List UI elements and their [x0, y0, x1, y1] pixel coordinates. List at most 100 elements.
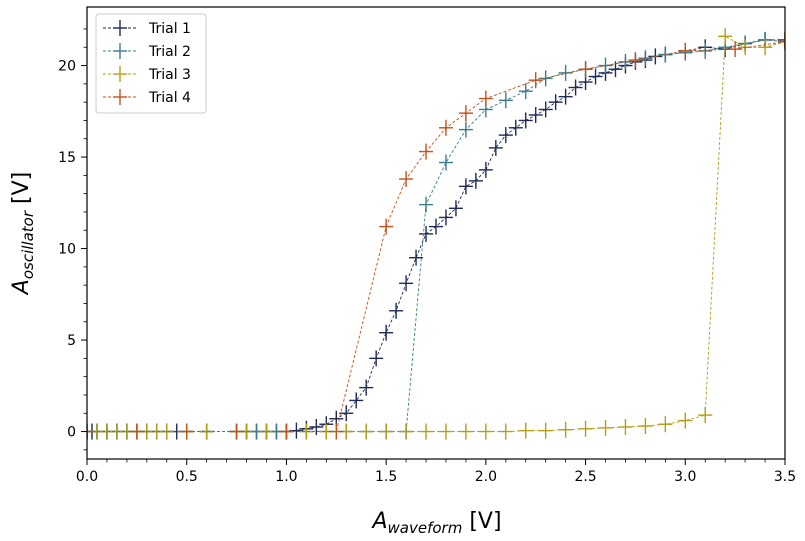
data-point	[419, 196, 434, 213]
data-point	[698, 407, 713, 424]
data-point	[458, 121, 473, 138]
y-tick-label: 10	[58, 242, 76, 258]
y-tick-label: 5	[67, 333, 76, 349]
data-point	[349, 392, 364, 409]
data-point	[578, 420, 593, 437]
y-axis-label-sub: oscillator	[19, 210, 37, 279]
data-point	[159, 423, 174, 440]
data-point	[438, 154, 453, 171]
legend-label: Trial 4	[148, 90, 191, 106]
x-axis-label-unit: [V]	[462, 509, 501, 534]
data-point	[87, 423, 94, 440]
data-point	[179, 423, 194, 440]
y-axis-ticks: 0 5 10 15 20	[58, 28, 87, 451]
data-point	[379, 423, 394, 440]
data-point	[578, 61, 593, 78]
legend-label: Trial 3	[148, 67, 191, 83]
data-point	[528, 72, 543, 89]
data-point	[658, 416, 673, 433]
data-point	[379, 218, 394, 235]
y-axis-label-main: A	[9, 279, 34, 296]
series-layer	[87, 28, 785, 440]
data-point	[399, 275, 414, 292]
data-point	[628, 52, 643, 69]
data-point	[698, 42, 713, 59]
data-point	[548, 94, 563, 111]
data-point	[409, 249, 424, 266]
data-point	[359, 379, 374, 396]
data-point	[538, 422, 553, 439]
legend-item: Trial 3	[103, 66, 191, 83]
data-point	[458, 105, 473, 122]
data-point	[588, 68, 603, 85]
data-point	[339, 405, 354, 422]
data-point	[379, 324, 394, 341]
data-point	[359, 423, 374, 440]
data-point	[558, 421, 573, 438]
data-point	[778, 33, 785, 50]
data-point	[538, 101, 553, 118]
data-point	[478, 423, 493, 440]
data-point	[598, 419, 613, 436]
x-tick-label: 1.0	[275, 469, 297, 485]
x-axis-ticks: 0.0 0.5 1.0 1.5 2.0 2.5 3.0 3.5	[76, 459, 796, 485]
legend-box	[95, 13, 207, 114]
data-point	[498, 127, 513, 144]
data-point	[438, 423, 453, 440]
legend: Trial 1 Trial 2 Trial 3 Trial 4	[95, 13, 207, 114]
data-point	[498, 92, 513, 109]
data-point	[429, 218, 443, 235]
data-point	[678, 412, 693, 429]
data-point	[758, 39, 773, 56]
data-point	[518, 422, 533, 439]
data-point	[369, 350, 384, 367]
legend-label: Trial 1	[148, 21, 191, 37]
y-axis-label-unit: [V]	[9, 172, 34, 211]
legend-item: Trial 1	[103, 20, 191, 37]
data-point	[558, 88, 573, 105]
data-point	[638, 418, 653, 435]
data-point	[309, 418, 324, 435]
data-point	[558, 64, 573, 81]
x-tick-label: 3.0	[674, 469, 696, 485]
data-point	[129, 423, 144, 440]
y-tick-label: 15	[58, 150, 76, 166]
legend-label: Trial 2	[148, 44, 191, 60]
x-axis-label-sub: waveform	[388, 519, 463, 537]
data-point	[448, 200, 463, 217]
data-point	[389, 302, 404, 319]
series-line	[87, 41, 785, 433]
data-point	[279, 423, 294, 440]
x-tick-label: 1.5	[375, 469, 397, 485]
x-tick-label: 0.5	[176, 469, 198, 485]
data-point	[438, 119, 453, 136]
data-point	[488, 139, 503, 156]
x-tick-label: 3.5	[774, 469, 796, 485]
data-point	[778, 31, 785, 48]
data-point	[478, 90, 493, 107]
y-axis-label: Aoscillator [V]	[9, 172, 37, 296]
data-point	[438, 209, 453, 226]
x-axis-label-main: A	[370, 509, 387, 534]
data-point	[528, 106, 543, 123]
series-line	[87, 39, 785, 433]
series-4	[87, 33, 785, 440]
data-point	[419, 143, 434, 160]
legend-item: Trial 4	[103, 89, 191, 106]
data-point	[568, 79, 583, 96]
y-tick-label: 0	[67, 425, 76, 441]
x-axis-label: Awaveform [V]	[370, 509, 501, 537]
data-point	[399, 171, 414, 188]
data-point	[508, 119, 523, 136]
data-point	[478, 161, 493, 178]
data-point	[618, 418, 633, 435]
data-point	[458, 178, 473, 195]
data-point	[419, 423, 434, 440]
data-point	[678, 42, 693, 59]
data-point	[229, 423, 244, 440]
legend-item: Trial 2	[103, 43, 191, 60]
data-point	[498, 423, 513, 440]
data-point	[199, 423, 214, 440]
data-point	[259, 423, 274, 440]
data-point	[538, 70, 553, 87]
